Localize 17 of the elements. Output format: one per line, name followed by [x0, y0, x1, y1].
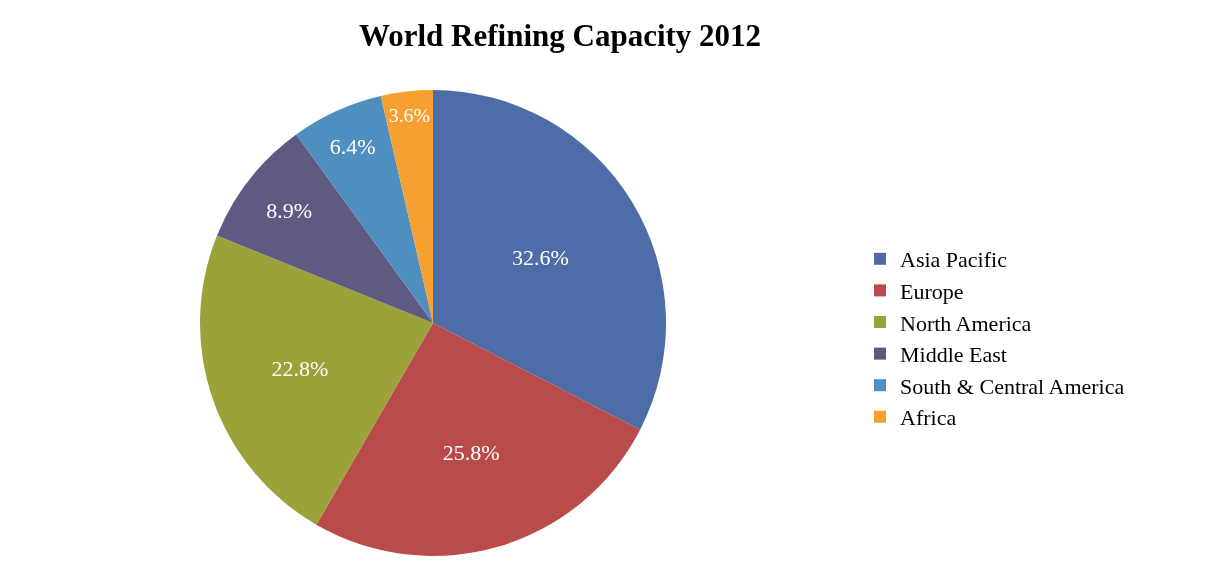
data-label: 32.6% [511, 245, 569, 271]
legend-label: Europe [900, 278, 964, 304]
data-label: 25.8% [442, 440, 500, 466]
legend-label: South & Central America [900, 373, 1125, 399]
pie-slice [433, 90, 666, 430]
legend-label: North America [900, 310, 1032, 336]
pie-slice [217, 134, 433, 323]
legend-label: Middle East [900, 342, 1007, 368]
legend-label: Asia Pacific [900, 247, 1008, 273]
data-label: 3.6% [388, 103, 431, 126]
chart-title: World Refining Capacity 2012 [358, 17, 762, 53]
legend-label: Africa [900, 405, 957, 431]
pie-slice [380, 90, 433, 323]
data-label: 8.9% [266, 197, 313, 223]
data-label: 6.4% [329, 133, 376, 159]
pie-slice [200, 235, 433, 525]
data-label: 22.8% [271, 356, 329, 382]
